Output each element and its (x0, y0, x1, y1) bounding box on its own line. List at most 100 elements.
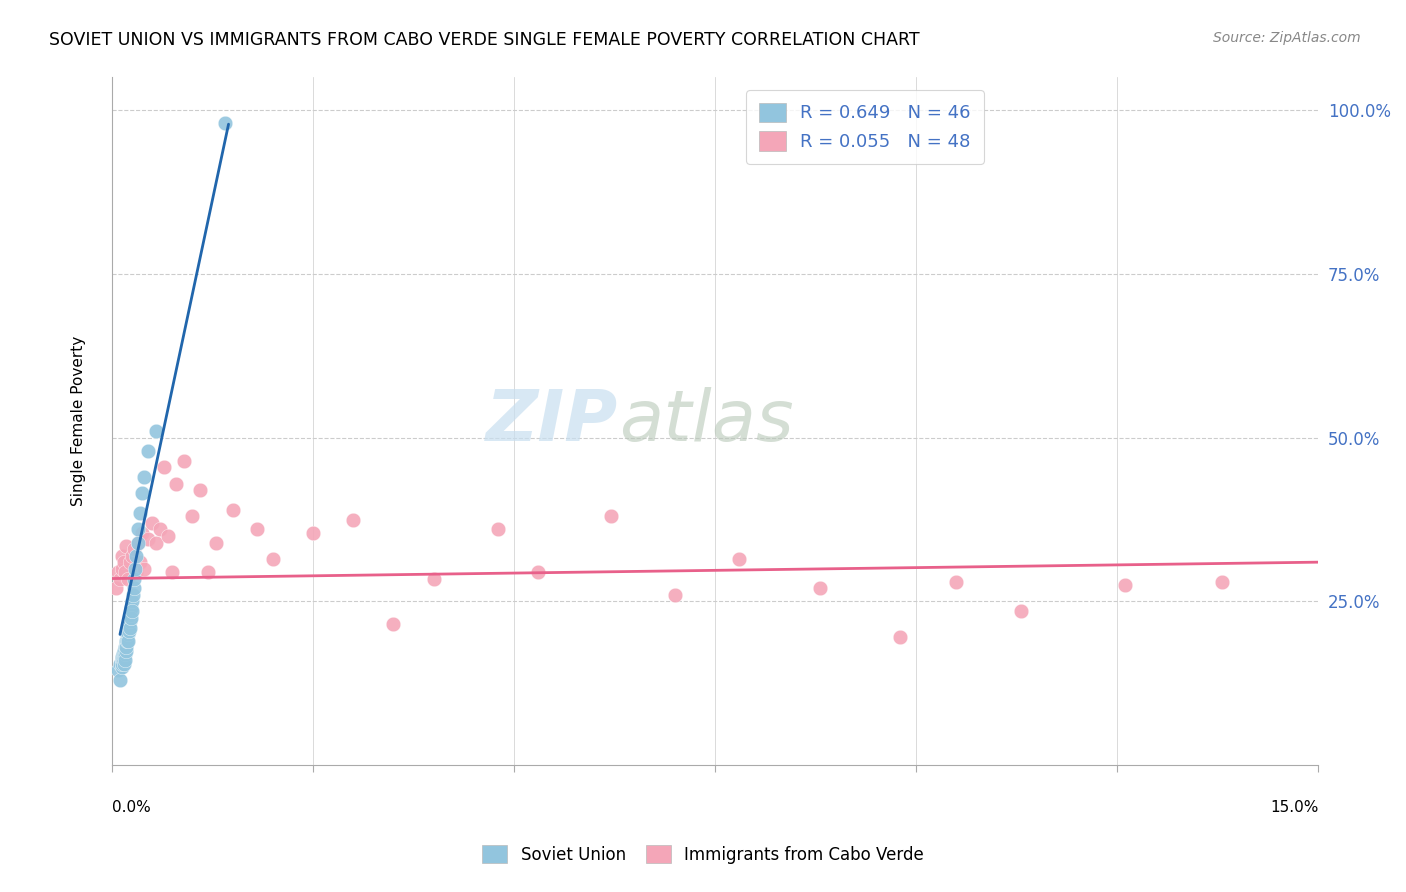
Point (115, 640, 138, 655)
Point (114, 653, 136, 667)
Point (118, 617, 141, 632)
Point (114, 643, 136, 657)
Point (118, 555, 141, 569)
Point (342, 512, 364, 526)
Point (127, 535, 149, 549)
Point (112, 643, 135, 657)
Point (190, 483, 212, 497)
Point (214, 116, 236, 130)
Point (112, 653, 135, 667)
Point (110, 660, 132, 674)
Point (117, 633, 139, 648)
Point (121, 594, 143, 608)
Point (111, 657, 134, 671)
Point (127, 535, 149, 549)
Point (382, 617, 405, 632)
Point (104, 582, 127, 596)
Point (112, 647, 135, 661)
Point (108, 572, 131, 586)
Point (114, 637, 136, 651)
Point (121, 588, 143, 602)
Point (246, 523, 269, 537)
Point (114, 640, 136, 655)
Point (131, 486, 153, 500)
Point (1211, 574, 1233, 589)
Point (120, 607, 142, 622)
Text: atlas: atlas (619, 387, 793, 456)
Point (125, 549, 148, 563)
Point (127, 523, 149, 537)
Point (112, 650, 135, 665)
Point (118, 614, 141, 628)
Point (111, 549, 134, 563)
Point (136, 533, 159, 547)
Point (1114, 578, 1136, 592)
Point (527, 565, 550, 579)
Text: Source: ZipAtlas.com: Source: ZipAtlas.com (1213, 31, 1361, 45)
Point (120, 601, 142, 615)
Point (124, 562, 146, 576)
Point (136, 443, 159, 458)
Point (129, 506, 152, 520)
Point (108, 657, 131, 671)
Point (157, 529, 180, 543)
Point (122, 582, 145, 596)
Point (664, 588, 686, 602)
Point (486, 523, 509, 537)
Point (110, 562, 132, 576)
Point (118, 621, 141, 635)
Point (117, 572, 139, 586)
Point (131, 525, 153, 540)
Point (121, 604, 143, 618)
Point (110, 653, 132, 667)
Point (422, 572, 444, 586)
Y-axis label: Single Female Poverty: Single Female Poverty (72, 336, 86, 507)
Point (111, 650, 134, 665)
Point (112, 657, 135, 671)
Point (262, 552, 284, 566)
Point (115, 633, 138, 648)
Point (197, 565, 219, 579)
Legend: R = 0.649   N = 46, R = 0.055   N = 48: R = 0.649 N = 46, R = 0.055 N = 48 (747, 90, 984, 164)
Point (889, 631, 911, 645)
Point (112, 555, 135, 569)
Point (107, 663, 129, 677)
Point (114, 647, 136, 661)
Point (115, 539, 138, 553)
Point (124, 542, 146, 557)
Point (145, 535, 167, 549)
Point (945, 574, 967, 589)
Point (165, 476, 187, 491)
Text: SOVIET UNION VS IMMIGRANTS FROM CABO VERDE SINGLE FEMALE POVERTY CORRELATION CHA: SOVIET UNION VS IMMIGRANTS FROM CABO VER… (49, 31, 920, 49)
Point (728, 552, 751, 566)
Point (162, 565, 184, 579)
Point (153, 460, 176, 475)
Point (117, 627, 139, 641)
Point (107, 565, 129, 579)
Point (120, 611, 142, 625)
Point (115, 633, 138, 648)
Point (149, 523, 172, 537)
Point (108, 673, 131, 687)
Point (173, 453, 195, 467)
Point (181, 509, 204, 524)
Point (221, 502, 243, 516)
Point (132, 562, 155, 576)
Point (117, 621, 139, 635)
Point (145, 424, 167, 438)
Point (125, 565, 148, 579)
Point (599, 509, 621, 524)
Point (808, 582, 831, 596)
Text: 0.0%: 0.0% (112, 799, 150, 814)
Point (141, 516, 163, 530)
Point (118, 624, 141, 638)
Point (115, 627, 138, 641)
Point (121, 549, 143, 563)
Point (129, 555, 152, 569)
Point (302, 525, 325, 540)
Point (124, 572, 146, 586)
Point (1010, 604, 1032, 618)
Point (114, 565, 136, 579)
Point (132, 470, 155, 484)
Text: ZIP: ZIP (486, 387, 619, 456)
